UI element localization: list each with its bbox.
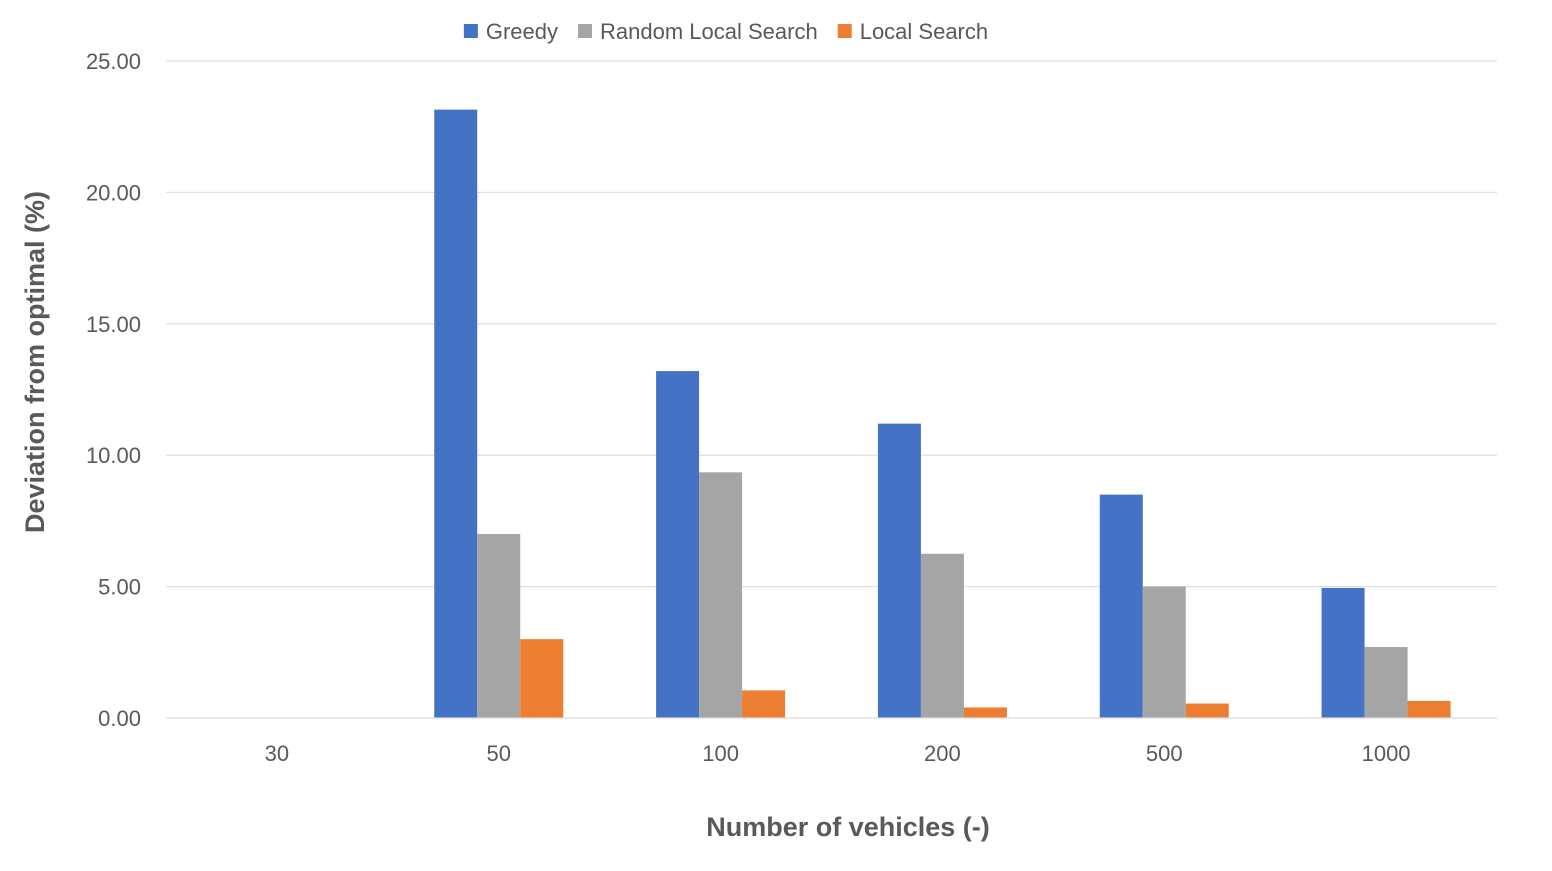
y-tick-label: 15.00 xyxy=(86,312,141,337)
gridlines xyxy=(166,60,1497,588)
bar-random-local-search-100 xyxy=(699,472,743,718)
x-tick-label: 500 xyxy=(1146,741,1183,766)
y-tick-label: 10.00 xyxy=(86,443,141,468)
bar-local-search-200 xyxy=(963,707,1007,718)
bar-random-local-search-1000 xyxy=(1364,647,1408,718)
legend: Greedy Random Local Search Local Search xyxy=(463,19,988,44)
bar-greedy-1000 xyxy=(1321,587,1365,718)
bar-local-search-1000 xyxy=(1407,700,1451,718)
bar-greedy-50 xyxy=(434,109,478,719)
bar-random-local-search-50 xyxy=(477,534,521,718)
bar-local-search-500 xyxy=(1185,703,1229,718)
legend-swatch-random-local-search xyxy=(578,24,593,38)
x-tick-label: 50 xyxy=(487,741,511,766)
bar-random-local-search-200 xyxy=(920,553,964,718)
bar-random-local-search-500 xyxy=(1142,586,1186,718)
bar-local-search-100 xyxy=(742,690,786,718)
y-axis-title: Deviation from optimal (%) xyxy=(20,191,50,533)
legend-label: Random Local Search xyxy=(600,19,818,44)
bar-local-search-50 xyxy=(520,639,564,718)
bar-greedy-500 xyxy=(1099,494,1143,718)
x-tick-label: 30 xyxy=(265,741,289,766)
legend-swatch-local-search xyxy=(837,24,852,38)
x-tick-label: 100 xyxy=(702,741,739,766)
legend-label: Local Search xyxy=(860,19,988,44)
legend-label: Greedy xyxy=(486,19,558,44)
bar-greedy-200 xyxy=(877,423,921,718)
x-tick-label: 1000 xyxy=(1362,741,1411,766)
bar-greedy-100 xyxy=(656,371,700,718)
legend-swatch-greedy xyxy=(463,24,478,38)
x-tick-label: 200 xyxy=(924,741,961,766)
bars xyxy=(434,109,1451,719)
y-tick-label: 20.00 xyxy=(86,180,141,205)
y-tick-label: 0.00 xyxy=(98,706,141,731)
y-tick-label: 25.00 xyxy=(86,49,141,74)
axes: 0.00 5.00 10.00 15.00 20.00 25.00 30 50 100 200 50… xyxy=(86,49,1497,766)
x-axis-title: Number of vehicles (-) xyxy=(706,812,990,842)
y-tick-label: 5.00 xyxy=(98,575,141,600)
